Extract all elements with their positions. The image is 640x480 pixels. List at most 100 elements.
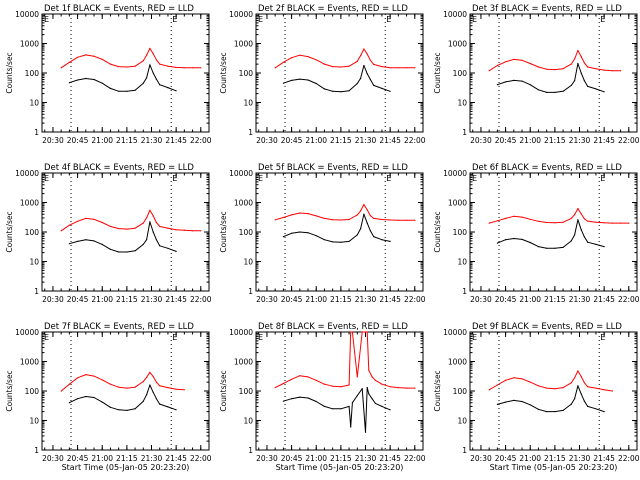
lld-data-point — [373, 63, 375, 65]
events-data-point — [546, 411, 548, 413]
events-data-point — [152, 391, 154, 393]
lld-data-point — [183, 229, 185, 231]
lld-data-point — [167, 65, 169, 67]
y-tick-label: 1 — [462, 287, 467, 296]
y-tick-label: 10 — [457, 258, 467, 267]
x-tick-label: 21:00 — [91, 454, 113, 463]
lld-data-point — [93, 55, 95, 57]
lld-data-point — [109, 383, 111, 385]
lld-data-point — [529, 62, 531, 65]
lld-data-point — [340, 66, 342, 68]
y-tick-label: 10 — [243, 417, 253, 426]
x-tick-label: 20:45 — [67, 136, 89, 145]
x-tick-label: 20:45 — [495, 295, 517, 304]
y-tick-label: 100 — [239, 387, 254, 396]
events-data-point — [118, 90, 120, 92]
lld-data-point — [366, 209, 368, 211]
events-data-point — [577, 219, 579, 221]
events-data-point — [521, 238, 523, 240]
lld-data-point — [389, 67, 391, 69]
events-data-point — [77, 398, 79, 400]
x-tick-label: 21:15 — [330, 136, 352, 145]
events-data-point — [299, 78, 301, 80]
events-data-point — [513, 79, 515, 81]
events-data-point — [93, 78, 95, 81]
events-data-point — [332, 408, 334, 410]
plot-frame — [255, 331, 424, 451]
lld-data-point — [307, 56, 309, 58]
events-data-point — [505, 239, 507, 241]
lld-data-point — [356, 214, 358, 216]
lld-series-line — [275, 204, 415, 221]
lld-data-point — [323, 217, 325, 219]
lld-data-point — [93, 218, 95, 220]
x-tick-label: 22:00 — [618, 295, 640, 304]
y-tick-label: 100 — [239, 228, 254, 237]
x-tick-label: 22:00 — [190, 136, 212, 145]
events-data-point — [323, 88, 325, 90]
lld-data-point — [101, 58, 103, 61]
lld-data-point — [348, 384, 350, 386]
lld-data-point — [332, 385, 334, 387]
lld-data-point — [369, 215, 371, 217]
plot-frame — [41, 331, 210, 451]
lld-data-point — [155, 59, 157, 61]
events-data-point — [340, 408, 342, 410]
panel-title: Det 2f BLACK = Events, RED = LLD — [258, 4, 408, 14]
y-tick-label: 10 — [457, 417, 467, 426]
events-data-point — [363, 64, 365, 67]
lld-data-point — [85, 54, 87, 56]
events-data-point — [315, 400, 317, 403]
y-axis-label: Counts/sec — [5, 370, 14, 411]
lld-series-line — [60, 47, 201, 69]
events-data-point — [126, 409, 128, 411]
lld-data-point — [537, 66, 540, 68]
events-data-point — [505, 81, 507, 83]
lld-data-point — [200, 230, 202, 232]
x-tick-label: 21:45 — [165, 295, 187, 304]
y-tick-label: 10000 — [15, 328, 39, 337]
x-tick-label: 20:30 — [256, 295, 278, 304]
lld-data-point — [101, 221, 103, 224]
lld-data-point — [85, 217, 87, 219]
lld-data-point — [406, 67, 408, 69]
y-tick-label: 1 — [462, 128, 467, 137]
y-tick-label: 10000 — [15, 169, 39, 178]
y-tick-label: 100 — [25, 69, 40, 78]
events-data-point — [101, 243, 103, 245]
lld-data-point — [274, 219, 276, 221]
lld-data-point — [291, 214, 293, 216]
lld-data-point — [603, 69, 605, 71]
lld-data-point — [603, 222, 605, 224]
lld-data-point — [397, 219, 399, 221]
lld-data-point — [183, 389, 185, 391]
x-tick-label: 21:00 — [91, 136, 113, 145]
y-tick-label: 1000 — [234, 40, 253, 49]
events-data-point — [152, 231, 154, 233]
lld-data-point — [149, 47, 151, 50]
lld-series-line — [488, 370, 613, 392]
events-data-point — [93, 396, 95, 399]
events-data-point — [307, 397, 309, 399]
x-tick-label: 20:30 — [42, 454, 64, 463]
events-data-point — [505, 401, 507, 403]
lld-data-point — [60, 230, 62, 232]
plot-frame — [255, 13, 424, 133]
events-data-point — [68, 82, 70, 84]
events-data-point — [381, 87, 383, 89]
events-data-point — [529, 84, 531, 86]
lld-data-point — [537, 385, 540, 387]
detector-panel: Det 5f BLACK = Events, RED = LLD 1 10 100 10… — [219, 163, 426, 304]
y-tick-label: 1000 — [234, 358, 253, 367]
y-tick-label: 10000 — [229, 10, 253, 19]
x-tick-label: 20:45 — [281, 295, 303, 304]
events-data-point — [101, 82, 103, 84]
lld-data-point — [505, 379, 507, 381]
lld-data-point — [68, 383, 70, 385]
events-data-point — [363, 213, 365, 215]
events-data-point — [155, 239, 157, 241]
events-data-point — [373, 84, 375, 86]
events-data-point — [364, 431, 367, 433]
events-data-point — [291, 398, 293, 400]
lld-data-point — [488, 389, 490, 391]
